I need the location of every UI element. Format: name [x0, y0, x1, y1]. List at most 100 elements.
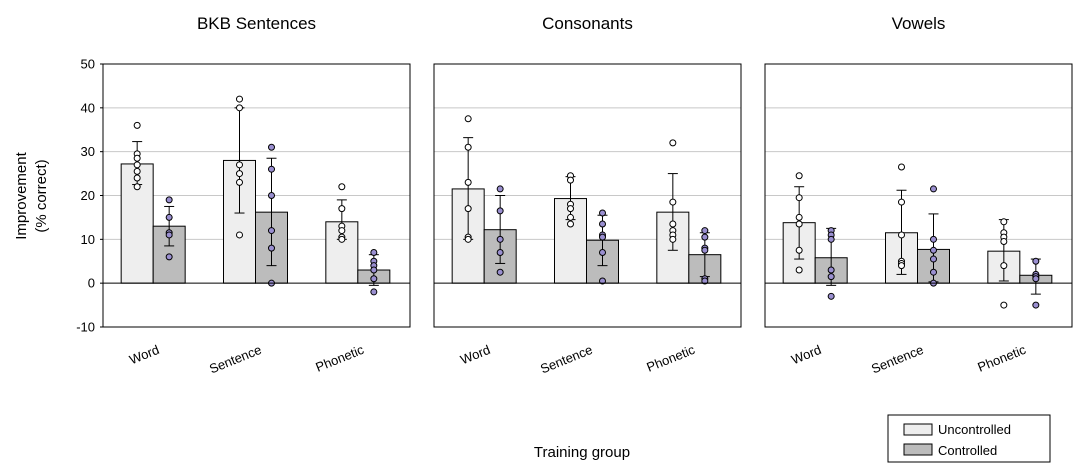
point-controlled	[370, 248, 378, 256]
point-uncontrolled	[338, 227, 346, 235]
point-uncontrolled	[567, 205, 574, 213]
y-axis-label-line1: Improvement	[13, 151, 30, 239]
point-uncontrolled	[567, 213, 574, 221]
point-uncontrolled	[795, 246, 803, 254]
point-controlled	[827, 292, 835, 300]
point-uncontrolled	[236, 95, 243, 103]
point-uncontrolled	[464, 178, 472, 186]
point-uncontrolled	[133, 154, 141, 162]
point-controlled	[599, 277, 606, 285]
legend-label-controlled: Controlled	[938, 443, 997, 458]
point-uncontrolled	[567, 176, 574, 184]
panel-2: Consonants Word Sentence Phonetic	[433, 14, 742, 376]
point-controlled	[701, 227, 709, 235]
point-controlled	[268, 143, 275, 151]
point-controlled	[1032, 257, 1040, 265]
panel-title: Vowels	[892, 14, 946, 33]
x-tick-label-sentence: Sentence	[538, 342, 595, 376]
point-controlled	[165, 231, 173, 239]
point-uncontrolled	[236, 170, 243, 178]
x-tick-label-sentence: Sentence	[869, 342, 926, 376]
point-controlled	[930, 268, 937, 276]
x-tick-label-word: Word	[458, 342, 492, 367]
point-uncontrolled	[464, 205, 472, 213]
legend-swatch-uncontrolled	[903, 423, 933, 436]
point-uncontrolled	[464, 143, 472, 151]
point-controlled	[599, 248, 606, 256]
point-controlled	[827, 266, 835, 274]
point-uncontrolled	[464, 235, 472, 243]
point-controlled	[370, 266, 378, 274]
point-controlled	[930, 185, 937, 193]
point-uncontrolled	[898, 262, 905, 270]
point-controlled	[268, 165, 275, 173]
point-controlled	[496, 268, 504, 276]
point-uncontrolled	[236, 161, 243, 169]
point-uncontrolled	[133, 183, 141, 191]
point-controlled	[165, 253, 173, 261]
x-axis-label: Training group	[534, 444, 630, 461]
point-uncontrolled	[133, 161, 141, 169]
point-controlled	[599, 209, 606, 217]
point-uncontrolled	[236, 104, 243, 112]
legend-swatch-controlled	[903, 443, 933, 456]
point-controlled	[268, 227, 275, 235]
point-controlled	[165, 196, 173, 204]
point-controlled	[827, 273, 835, 281]
point-controlled	[930, 255, 937, 263]
x-tick-label-phonetic: Phonetic	[644, 342, 697, 375]
point-controlled	[930, 246, 937, 254]
point-controlled	[701, 233, 709, 241]
x-tick-label-word: Word	[127, 342, 161, 367]
point-uncontrolled	[1000, 262, 1008, 270]
point-uncontrolled	[795, 213, 803, 221]
y-tick-label: 0	[88, 276, 95, 291]
panel-frame	[764, 63, 1073, 328]
point-controlled	[1032, 275, 1040, 283]
point-uncontrolled	[669, 235, 677, 243]
point-uncontrolled	[338, 183, 346, 191]
point-controlled	[165, 213, 173, 221]
y-axis-label-line2: (% correct)	[33, 159, 50, 232]
point-controlled	[370, 288, 378, 296]
panel-1: BKB Sentences -10 0 10 20 30 40 50 Word Sentence P…	[76, 14, 411, 376]
point-controlled	[496, 207, 504, 215]
point-controlled	[701, 277, 709, 285]
x-tick-label-phonetic: Phonetic	[975, 342, 1028, 375]
y-tick-label: 10	[81, 232, 95, 247]
x-tick-label-sentence: Sentence	[207, 342, 264, 376]
panel-title: Consonants	[542, 14, 633, 33]
point-controlled	[496, 185, 504, 193]
point-controlled	[268, 244, 275, 252]
point-uncontrolled	[236, 231, 243, 239]
point-uncontrolled	[236, 178, 243, 186]
y-tick-label: 30	[81, 144, 95, 159]
legend: Uncontrolled Controlled	[887, 414, 1051, 463]
point-controlled	[496, 248, 504, 256]
point-uncontrolled	[669, 220, 677, 228]
point-uncontrolled	[133, 167, 141, 175]
point-uncontrolled	[898, 231, 905, 239]
point-controlled	[930, 235, 937, 243]
point-uncontrolled	[464, 115, 472, 123]
panel-3: Vowels Word Sentence Phonetic	[764, 14, 1073, 376]
y-tick-label: 50	[81, 57, 95, 72]
point-uncontrolled	[898, 198, 905, 206]
point-uncontrolled	[795, 194, 803, 202]
point-uncontrolled	[567, 220, 574, 228]
point-uncontrolled	[133, 121, 141, 129]
x-tick-label-word: Word	[789, 342, 823, 367]
point-uncontrolled	[898, 163, 905, 171]
y-tick-label: -10	[76, 320, 95, 335]
point-uncontrolled	[338, 205, 346, 213]
point-uncontrolled	[795, 172, 803, 180]
legend-label-uncontrolled: Uncontrolled	[938, 422, 1011, 437]
point-uncontrolled	[795, 266, 803, 274]
point-controlled	[496, 235, 504, 243]
x-tick-label-phonetic: Phonetic	[313, 342, 366, 375]
panels: BKB Sentences -10 0 10 20 30 40 50 Word Sentence P…	[76, 14, 1073, 376]
point-controlled	[599, 233, 606, 241]
panel-title: BKB Sentences	[197, 14, 316, 33]
panel-frame	[433, 63, 742, 328]
point-controlled	[701, 246, 709, 254]
